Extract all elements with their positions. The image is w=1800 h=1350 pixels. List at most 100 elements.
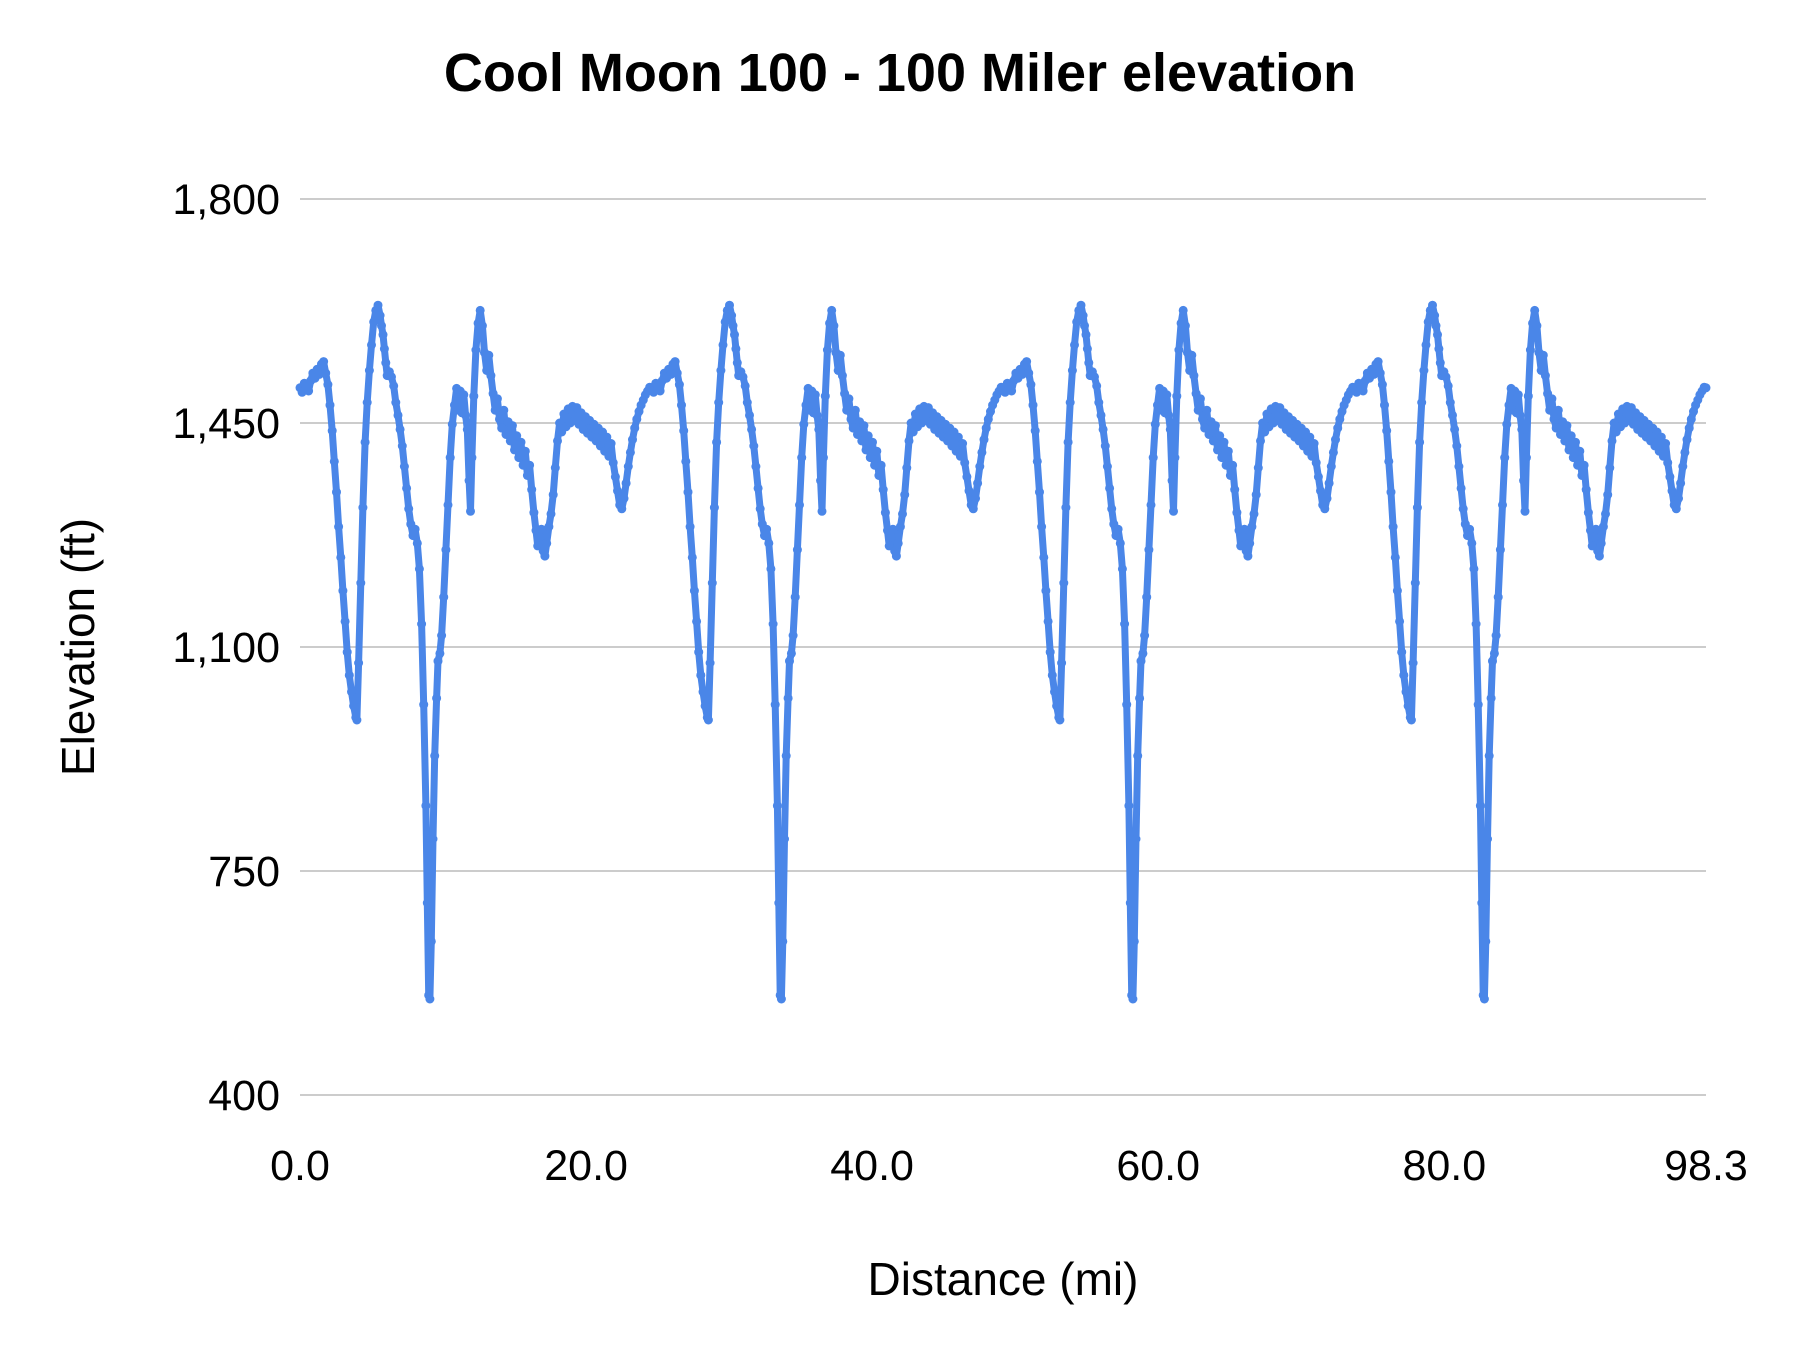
- data-point-marker: [1170, 453, 1180, 463]
- data-point-marker: [402, 483, 412, 493]
- data-point-marker: [1094, 398, 1104, 407]
- data-point-marker: [1251, 490, 1261, 500]
- data-point-marker: [725, 300, 734, 310]
- data-point-marker: [1150, 419, 1160, 429]
- data-point-marker: [336, 552, 346, 562]
- data-point-marker: [414, 564, 424, 574]
- data-point-marker: [1684, 423, 1694, 433]
- data-point-marker: [1128, 994, 1138, 1004]
- data-point-marker: [1556, 430, 1565, 439]
- data-point-marker: [1676, 478, 1686, 488]
- data-point-marker: [1384, 456, 1394, 466]
- data-point-marker: [1162, 390, 1172, 400]
- data-point-marker: [817, 506, 827, 516]
- data-point-marker: [1479, 994, 1489, 1004]
- data-point-marker: [1579, 460, 1589, 470]
- data-point-marker: [1131, 834, 1141, 844]
- data-point-marker: [1090, 372, 1099, 382]
- data-point-marker: [1403, 701, 1413, 711]
- data-point-marker: [1065, 398, 1075, 407]
- data-point-marker: [619, 494, 629, 503]
- data-point-marker: [334, 522, 344, 532]
- data-point-marker: [1469, 564, 1479, 574]
- data-point-marker: [1513, 390, 1523, 400]
- data-point-marker: [1032, 456, 1042, 466]
- data-point-marker: [379, 344, 389, 354]
- data-point-marker: [1311, 458, 1321, 468]
- data-point-marker: [432, 693, 442, 703]
- data-point-marker: [1249, 509, 1259, 519]
- data-point-marker: [1326, 462, 1336, 471]
- data-point-marker: [694, 647, 704, 657]
- data-point-marker: [731, 344, 741, 354]
- data-point-marker: [1113, 524, 1123, 534]
- data-point-marker: [962, 472, 972, 482]
- data-point-marker: [344, 670, 354, 680]
- data-point-marker: [1238, 532, 1248, 542]
- data-point-marker: [399, 462, 409, 471]
- data-point-marker: [602, 432, 612, 442]
- data-point-marker: [1562, 421, 1572, 431]
- data-point-marker: [492, 394, 502, 404]
- data-point-marker: [1100, 441, 1110, 451]
- data-point-marker: [1243, 551, 1253, 561]
- data-point-marker: [1041, 586, 1051, 596]
- data-point-marker: [1382, 426, 1392, 436]
- data-point-marker: [1169, 506, 1178, 516]
- data-point-marker: [321, 368, 331, 378]
- data-point-marker: [1331, 435, 1340, 445]
- data-point-marker: [433, 656, 443, 666]
- data-point-marker: [319, 357, 329, 367]
- data-point-marker: [1125, 898, 1135, 908]
- data-point-marker: [1473, 700, 1483, 710]
- data-point-marker: [1465, 524, 1475, 534]
- data-point-marker: [781, 751, 791, 761]
- data-point-marker: [696, 670, 706, 680]
- data-point-marker: [1517, 424, 1527, 434]
- data-point-marker: [1577, 471, 1587, 480]
- data-point-marker: [1525, 345, 1535, 355]
- data-point-marker: [859, 421, 869, 431]
- data-point-marker: [1223, 446, 1233, 456]
- data-point-marker: [1663, 458, 1673, 468]
- data-point-marker: [677, 400, 686, 410]
- data-point-marker: [514, 453, 524, 463]
- data-point-marker: [459, 390, 469, 400]
- data-point-marker: [323, 380, 333, 390]
- data-point-marker: [1540, 371, 1550, 381]
- data-point-marker: [783, 693, 793, 703]
- data-point-marker: [672, 368, 682, 378]
- data-point-marker: [1520, 506, 1530, 516]
- data-point-marker: [900, 490, 910, 500]
- data-point-marker: [1564, 445, 1574, 455]
- data-point-marker: [340, 616, 350, 626]
- data-point-marker: [812, 410, 822, 420]
- data-point-marker: [1419, 366, 1429, 375]
- data-point-marker: [613, 486, 622, 496]
- data-point-marker: [1136, 656, 1146, 666]
- data-point-marker: [540, 551, 550, 561]
- data-point-marker: [732, 358, 742, 368]
- x-tick-label: 40.0: [830, 1142, 914, 1190]
- data-point-marker: [529, 508, 539, 518]
- data-point-marker: [1591, 524, 1601, 534]
- data-point-marker: [1052, 701, 1062, 711]
- data-point-marker: [886, 532, 896, 542]
- data-point-marker: [1076, 300, 1086, 310]
- data-point-marker: [1521, 453, 1531, 463]
- data-point-marker: [810, 390, 820, 400]
- data-point-marker: [464, 476, 474, 486]
- data-point-marker: [338, 586, 348, 596]
- data-point-marker: [1232, 508, 1242, 518]
- data-point-marker: [1401, 687, 1411, 697]
- data-point-marker: [1386, 487, 1396, 497]
- data-point-marker: [1605, 463, 1615, 473]
- data-point-marker: [1458, 504, 1468, 514]
- data-point-marker: [1519, 476, 1529, 486]
- data-point-marker: [1055, 715, 1065, 725]
- data-point-marker: [707, 578, 717, 588]
- data-point-marker: [1435, 358, 1445, 368]
- data-point-marker: [1167, 476, 1177, 486]
- data-point-marker: [768, 619, 778, 629]
- data-point-marker: [360, 437, 370, 447]
